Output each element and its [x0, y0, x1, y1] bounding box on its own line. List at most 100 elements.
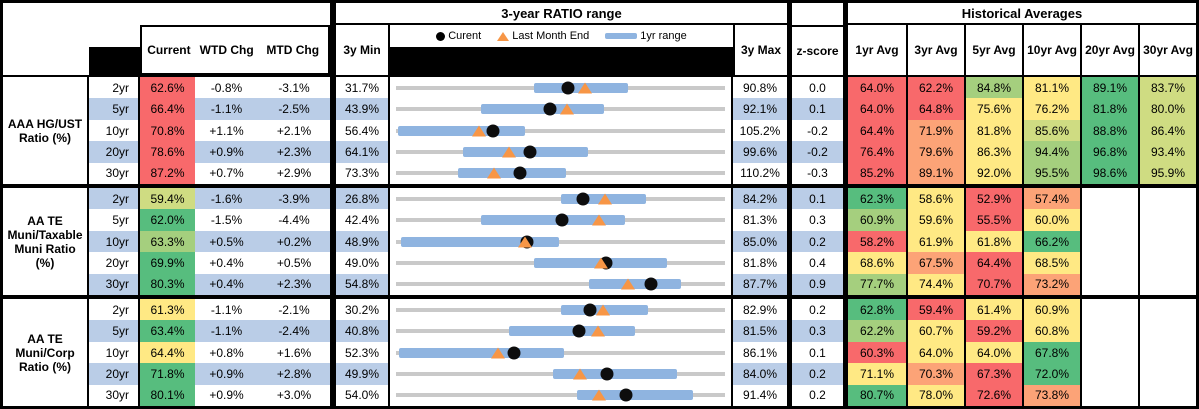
- tenor-cell: 2yr: [89, 188, 140, 210]
- range-chart-cell: [390, 98, 733, 120]
- vertical-separator: [330, 230, 336, 253]
- range-chart-cell: [390, 119, 733, 142]
- range-chart-cell: [390, 141, 733, 163]
- zscore-cell: 0.0: [792, 77, 843, 99]
- wtd-change-cell: +0.7%: [195, 162, 258, 185]
- hist-avg-cell: 89.1%: [906, 162, 964, 185]
- historical-averages-title: Historical Averages: [848, 3, 1196, 25]
- max-cell: 81.3%: [733, 209, 787, 231]
- wtd-change-cell: +0.4%: [195, 252, 258, 274]
- hist-avg-cell: 62.3%: [848, 188, 906, 210]
- vertical-separator: [330, 119, 336, 142]
- hist-avg-cell: 59.2%: [964, 320, 1022, 342]
- last-month-end-triangle: [592, 389, 607, 401]
- min-cell: 49.0%: [336, 252, 390, 274]
- vertical-separator: [330, 252, 336, 274]
- min-cell: 26.8%: [336, 188, 390, 210]
- wtd-change-cell: -1.5%: [195, 209, 258, 231]
- tenor-cell: 5yr: [89, 320, 140, 342]
- current-value-cell: 80.1%: [140, 384, 195, 407]
- vertical-separator: [330, 3, 336, 75]
- max-cell: 82.9%: [733, 299, 787, 321]
- current-dot: [583, 303, 597, 317]
- section-separator: [3, 295, 1196, 299]
- wtd-change-cell: +0.5%: [195, 230, 258, 253]
- range-chart-inner: [396, 342, 725, 363]
- zscore-cell: 0.2: [792, 384, 843, 407]
- legend-last-month-label: Last Month End: [512, 30, 590, 42]
- group-label-line: AA TE: [27, 213, 63, 228]
- hist-avg-cell: [1080, 363, 1138, 385]
- range-chart-inner: [396, 320, 725, 341]
- max-cell: 85.0%: [733, 230, 787, 253]
- range-1yr-bar: [553, 368, 677, 379]
- min-cell: 48.9%: [336, 230, 390, 253]
- table-row: 20yr 71.8% +0.9% +2.8% 49.9% 84.0% 0.2 71.1% 70.…: [89, 363, 1196, 385]
- hist-avg-cell: 92.0%: [964, 162, 1022, 185]
- zscore-header-blank: [792, 3, 843, 25]
- hist-avg-cell: 57.4%: [1022, 188, 1080, 210]
- table-row: 30yr 80.1% +0.9% +3.0% 54.0% 91.4% 0.2 80.7% 78.…: [89, 384, 1196, 407]
- range-bar-icon: [605, 33, 638, 39]
- last-month-end-triangle: [491, 347, 506, 359]
- table-header: Current WTD Chg MTD Chg 3-year RATIO ran…: [3, 3, 1196, 77]
- table-row: 2yr 59.4% -1.6% -3.9% 26.8% 84.2% 0.1 62.3% 58.6…: [89, 188, 1196, 210]
- wtd-change-cell: -1.6%: [195, 188, 258, 210]
- table-row: 30yr 87.2% +0.7% +2.9% 73.3% 110.2% -0.3 85.2% 8…: [89, 162, 1196, 185]
- vertical-separator: [843, 77, 848, 99]
- legend-range-label: 1yr range: [640, 30, 687, 42]
- mtd-change-cell: -2.1%: [258, 299, 330, 321]
- hist-avg-cell: 80.7%: [848, 384, 906, 407]
- tenor-cell: 10yr: [89, 341, 140, 364]
- hist-avg-cell: 64.8%: [906, 98, 964, 120]
- group-label-line: (%): [35, 255, 55, 270]
- vertical-separator: [843, 299, 848, 321]
- range-1yr-bar: [401, 236, 560, 247]
- tenor-cell: 30yr: [89, 273, 140, 296]
- table-row: 5yr 66.4% -1.1% -2.5% 43.9% 92.1% 0.1 64.0% 64.8…: [89, 98, 1196, 120]
- vertical-separator: [330, 299, 336, 321]
- current-value-cell: 71.8%: [140, 363, 195, 385]
- current-value-cell: 78.6%: [140, 141, 195, 163]
- range-track: [396, 307, 725, 312]
- vertical-separator: [843, 273, 848, 296]
- vertical-separator: [843, 384, 848, 407]
- min-cell: 73.3%: [336, 162, 390, 185]
- min-cell: 42.4%: [336, 209, 390, 231]
- hist-avg-cell: [1138, 299, 1196, 321]
- wtd-change-cell: -1.1%: [195, 98, 258, 120]
- zscore-cell: 0.2: [792, 299, 843, 321]
- vertical-separator: [787, 363, 792, 385]
- hist-avg-cell: 73.2%: [1022, 273, 1080, 296]
- hist-avg-cell: 64.0%: [848, 77, 906, 99]
- zscore-cell: -0.2: [792, 119, 843, 142]
- hist-avg-cell: 68.6%: [848, 252, 906, 274]
- hist-avg-cell: 70.3%: [906, 363, 964, 385]
- vertical-separator: [787, 273, 792, 296]
- range-chart-inner: [396, 77, 725, 98]
- range-1yr-bar: [589, 279, 681, 290]
- section-rows: 2yr 59.4% -1.6% -3.9% 26.8% 84.2% 0.1 62.3% 58.6…: [89, 188, 1196, 296]
- hist-avg-cell: 67.8%: [1022, 341, 1080, 364]
- range-track: [396, 128, 725, 133]
- wtd-change-cell: +1.1%: [195, 119, 258, 142]
- hist-avg-cell: 64.4%: [964, 252, 1022, 274]
- vertical-separator: [787, 384, 792, 407]
- hist-avg-cell: [1138, 384, 1196, 407]
- last-month-end-triangle: [578, 82, 593, 94]
- mtd-change-cell: -3.1%: [258, 77, 330, 99]
- group-label-line: Muni/Corp: [15, 345, 75, 360]
- hist-avg-cell: 88.8%: [1080, 119, 1138, 142]
- range-chart-cell: [390, 299, 733, 321]
- last-month-end-triangle: [591, 325, 606, 337]
- group-label-line: Muni/Taxable: [7, 227, 83, 242]
- section-separator: [3, 184, 1196, 188]
- hist-avg-cell: 60.9%: [848, 209, 906, 231]
- chart-legend: Curent Last Month End 1yr range: [390, 25, 733, 47]
- tenor-cell: 30yr: [89, 162, 140, 185]
- tenor-cell: 5yr: [89, 98, 140, 120]
- hist-avg-cell: 93.4%: [1138, 141, 1196, 163]
- min-cell: 31.7%: [336, 77, 390, 99]
- legend-last-month: Last Month End: [497, 30, 589, 42]
- last-month-end-triangle: [593, 257, 608, 269]
